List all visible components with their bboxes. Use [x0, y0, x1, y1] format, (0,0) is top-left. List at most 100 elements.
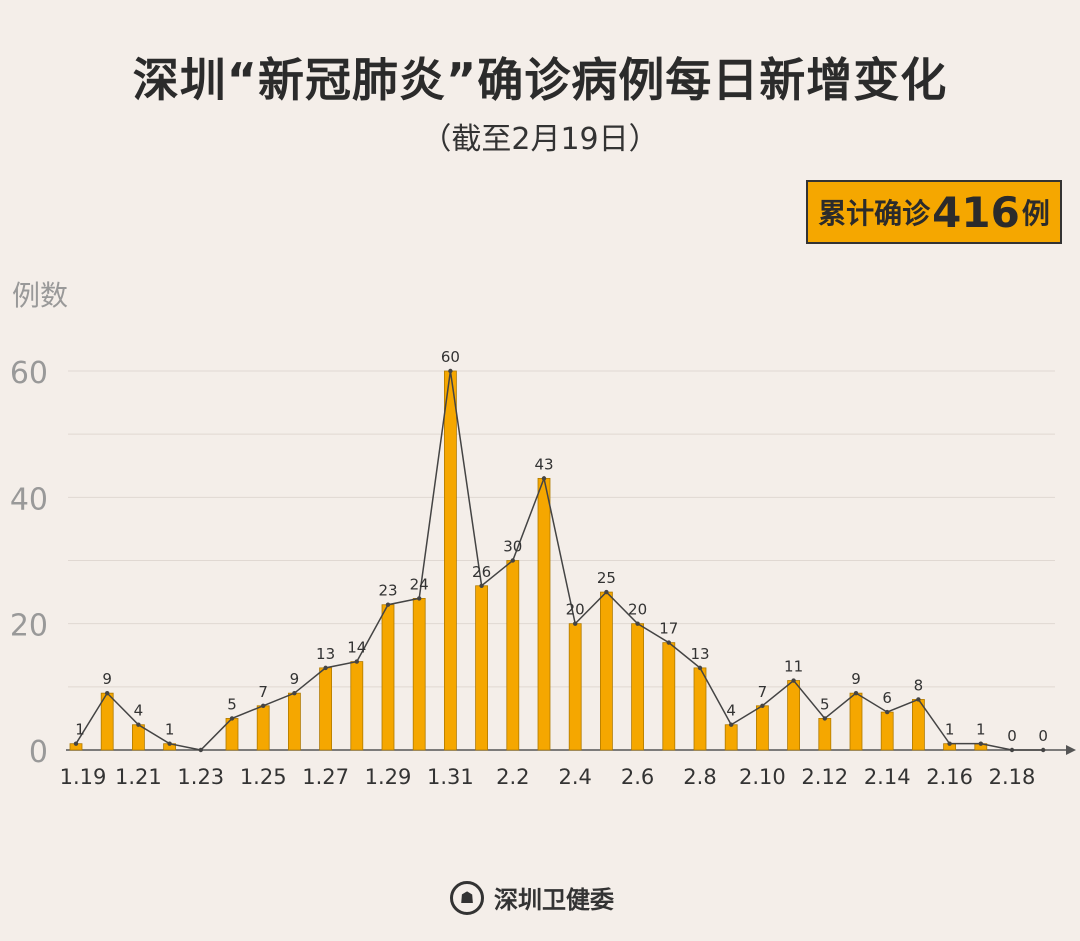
y-tick-label: 60	[10, 356, 48, 391]
data-label: 5	[820, 695, 830, 713]
bar	[131, 724, 145, 751]
data-point	[198, 747, 203, 753]
x-tick-label: 2.2	[496, 765, 529, 789]
data-point	[510, 558, 515, 563]
data-point	[604, 589, 609, 595]
data-label: 4	[726, 702, 736, 720]
data-point	[978, 741, 983, 746]
badge-number: 416	[932, 187, 1020, 237]
bar	[381, 604, 395, 751]
x-tick-label: 1.29	[365, 765, 412, 789]
data-label: 13	[690, 645, 709, 663]
data-point	[541, 476, 547, 481]
data-point	[105, 690, 110, 696]
data-point	[635, 621, 640, 626]
data-point	[791, 678, 796, 683]
data-label: 8	[914, 676, 924, 694]
data-label: 43	[534, 455, 553, 473]
bar	[537, 477, 551, 751]
bar	[724, 724, 738, 751]
data-point	[292, 690, 297, 696]
data-label: 60	[441, 348, 460, 366]
data-point	[385, 602, 391, 607]
x-tick-label: 1.25	[240, 765, 287, 789]
x-tick-label: 1.31	[427, 765, 474, 789]
bar	[506, 560, 520, 751]
x-tick-label: 1.21	[115, 765, 162, 789]
bar	[475, 585, 489, 751]
bar	[100, 692, 114, 751]
data-point	[885, 709, 890, 715]
bar	[256, 705, 270, 751]
x-tick-label: 2.4	[558, 765, 591, 789]
footer-org: 深圳卫健委	[494, 886, 614, 914]
data-point	[1041, 747, 1046, 753]
data-point	[229, 716, 235, 721]
bar	[880, 711, 894, 751]
bar	[662, 642, 676, 751]
data-label: 1	[75, 721, 85, 739]
bar	[756, 705, 769, 751]
data-point	[947, 741, 952, 746]
y-tick-label: 40	[10, 482, 48, 517]
data-label: 4	[134, 702, 144, 720]
data-label: 13	[316, 645, 335, 663]
data-point	[136, 722, 141, 727]
data-label: 20	[566, 601, 585, 619]
data-label: 0	[1038, 727, 1048, 745]
data-label: 0	[1007, 727, 1017, 745]
badge-prefix: 累计确诊	[818, 197, 931, 230]
page-title: 深圳“新冠肺炎”确诊病例每日新增变化	[132, 53, 948, 107]
data-label: 1	[945, 721, 955, 739]
bar	[412, 598, 426, 751]
y-axis-label: 例数	[12, 279, 69, 312]
badge-suffix: 例	[1021, 197, 1050, 230]
data-point	[697, 665, 703, 671]
data-label: 5	[227, 695, 237, 713]
x-tick-label: 2.12	[801, 765, 848, 789]
data-label: 6	[882, 689, 892, 707]
data-label: 24	[410, 575, 429, 593]
data-point	[729, 722, 734, 727]
data-point	[916, 697, 921, 702]
data-point	[73, 741, 79, 746]
data-label: 26	[472, 563, 491, 581]
trend-line	[75, 370, 1044, 751]
x-tick-label: 2.14	[864, 765, 911, 789]
data-point	[261, 703, 266, 708]
data-label: 9	[102, 670, 112, 688]
data-point	[853, 690, 859, 696]
total-badge: 累计确诊 416 例	[806, 180, 1062, 244]
data-label: 14	[347, 639, 366, 657]
health-commission-logo-icon: ☗	[450, 880, 484, 915]
x-tick-label: 2.8	[683, 765, 716, 789]
x-tick-label: 2.6	[621, 765, 654, 789]
data-point	[1009, 747, 1015, 753]
bar	[287, 692, 301, 751]
page-subtitle: （截至2月19日）	[421, 122, 659, 157]
data-point	[448, 368, 453, 374]
bar	[912, 699, 925, 751]
x-tick-label: 2.16	[926, 765, 973, 789]
x-tick-label: 1.19	[60, 765, 107, 789]
bar	[600, 591, 613, 751]
y-tick-label: 0	[29, 735, 48, 770]
bar	[350, 661, 364, 751]
data-point	[822, 716, 827, 721]
data-label: 17	[659, 620, 678, 638]
data-point	[417, 596, 422, 601]
data-label: 9	[290, 670, 300, 688]
x-tick-label: 1.27	[302, 765, 349, 789]
data-label: 25	[597, 569, 616, 587]
data-point	[760, 703, 765, 708]
data-label: 23	[378, 582, 397, 600]
data-point	[573, 621, 578, 626]
x-tick-label: 1.23	[177, 765, 224, 789]
data-label: 20	[628, 601, 647, 619]
bar	[568, 623, 582, 751]
bar	[631, 623, 644, 751]
data-point	[354, 659, 359, 664]
data-point	[479, 583, 484, 588]
bar	[818, 718, 832, 751]
